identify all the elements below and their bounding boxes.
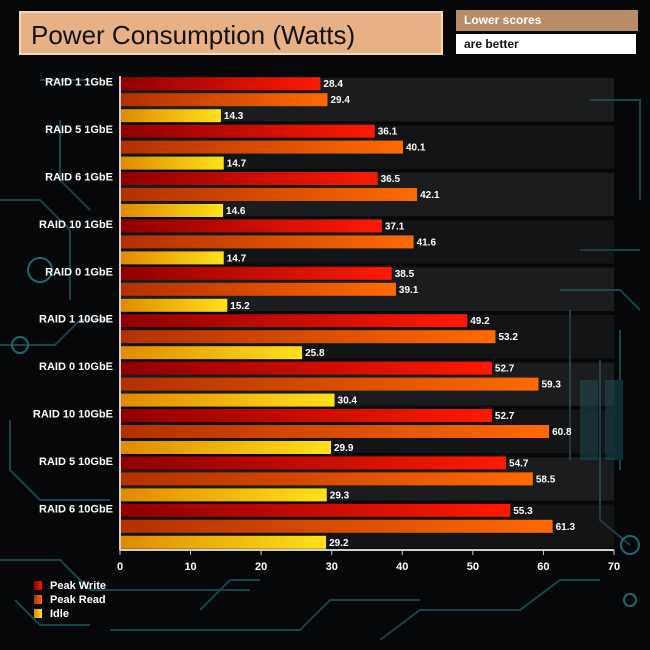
data-label: 14.6 [226,206,246,217]
data-label: 14.7 [227,159,247,170]
chart-title-box: Power Consumption (Watts) [19,11,443,55]
bar [120,204,224,217]
data-label: 39.1 [399,285,419,296]
data-label: 14.7 [227,253,247,264]
data-label: 52.7 [495,364,515,375]
category-label: RAID 1 10GbE [39,314,113,326]
category-label: RAID 0 10GbE [39,361,113,373]
data-label: 40.1 [406,143,426,154]
category-label: RAID 0 1GbE [45,266,113,278]
data-label: 29.9 [334,443,354,454]
data-label: 37.1 [385,221,405,232]
category-label: RAID 6 10GbE [39,503,113,515]
category-label: RAID 10 10GbE [33,409,113,421]
data-label: 59.3 [541,380,561,391]
data-label: 28.4 [323,79,343,90]
legend-label: Idle [50,608,69,620]
bar [120,235,414,249]
x-tick-label: 40 [396,561,408,573]
bar [120,519,553,533]
data-label: 53.2 [498,332,518,343]
legend-label: Peak Read [50,594,106,606]
data-label: 29.2 [329,538,349,549]
bar [120,425,550,438]
chart-title: Power Consumption (Watts) [31,20,356,50]
category-label: RAID 5 1GbE [45,124,113,136]
category-label: RAID 6 1GbE [45,172,113,184]
data-label: 30.4 [338,396,358,407]
category-label: RAID 10 1GbE [39,219,113,231]
note-are-better: are better [456,34,636,54]
x-tick-label: 50 [467,561,479,573]
bar [120,109,221,123]
x-tick-label: 0 [117,561,123,573]
bar [120,314,468,328]
category-label: RAID 5 10GbE [39,456,113,468]
bar [120,330,496,344]
legend-swatch [34,581,42,590]
bar [120,503,511,517]
bar [120,409,492,422]
note-lower-scores: Lower scores [456,10,638,31]
x-tick-label: 30 [326,561,338,573]
data-label: 60.8 [552,427,572,438]
bar [120,251,224,265]
data-label: 42.1 [420,190,440,201]
data-label: 58.5 [536,474,556,485]
legend-label: Peak Write [50,580,106,592]
bar [120,124,375,138]
x-tick-label: 20 [255,561,267,573]
bar [120,346,303,360]
bar [120,456,507,470]
data-label: 41.6 [417,237,437,248]
bar [120,156,224,170]
data-label: 55.3 [513,506,533,517]
x-tick-label: 10 [184,561,196,573]
bar [120,188,418,201]
bar [120,298,228,312]
data-label: 29.3 [330,490,350,501]
bar [120,472,533,486]
bar [120,488,327,502]
bar [120,377,539,391]
x-tick-label: 70 [608,561,620,573]
bar [120,93,328,107]
data-label: 25.8 [305,348,325,359]
bar [120,393,335,407]
data-label: 36.1 [378,127,398,138]
bar [120,140,403,154]
bar [120,361,492,375]
data-label: 54.7 [509,458,529,469]
data-label: 61.3 [556,522,576,533]
data-label: 52.7 [495,411,515,422]
bar [120,441,332,454]
x-tick-label: 60 [537,561,549,573]
bar [120,535,327,549]
data-label: 49.2 [470,316,490,327]
data-label: 29.4 [330,95,350,106]
category-label: RAID 1 1GbE [45,77,113,89]
data-label: 36.5 [381,174,401,185]
bar [120,77,321,91]
data-label: 38.5 [395,269,415,280]
data-label: 15.2 [230,301,250,312]
bar [120,266,392,280]
bar [120,219,382,233]
legend-swatch [34,595,42,604]
bar [120,282,396,296]
legend-swatch [34,609,42,618]
data-label: 14.3 [224,111,244,122]
bar [120,172,378,185]
